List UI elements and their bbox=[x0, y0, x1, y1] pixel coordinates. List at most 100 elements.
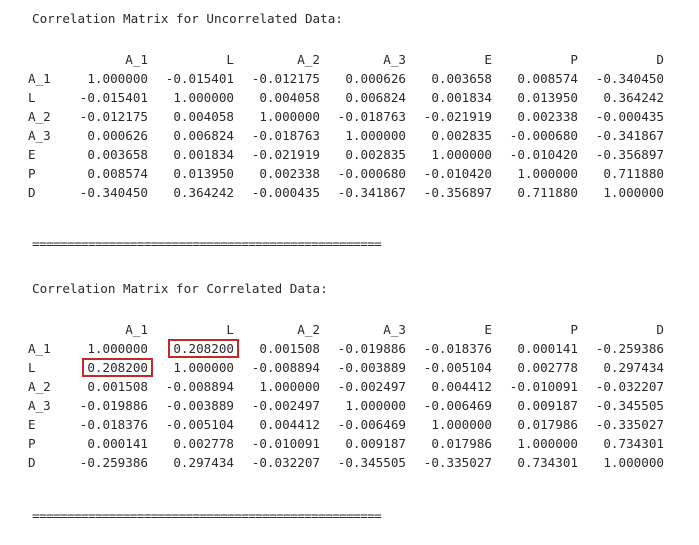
matrix-cell: 0.004058 bbox=[259, 90, 320, 105]
matrix-cell: -0.008894 bbox=[165, 379, 234, 394]
matrix-cell: 1.000000 bbox=[259, 379, 320, 394]
matrix-cell: 1.000000 bbox=[603, 455, 664, 470]
matrix-cell: 0.002835 bbox=[345, 147, 406, 162]
column-header-row: A_1 L A_2 A_3 E P D bbox=[28, 320, 664, 339]
matrix-row: P 0.008574 0.013950 0.002338 -0.000680 -0.010… bbox=[28, 164, 664, 183]
matrix-cell: -0.345505 bbox=[337, 455, 406, 470]
row-label: L bbox=[28, 90, 36, 105]
separator-line: ========================================… bbox=[32, 508, 382, 523]
matrix-cell: -0.012175 bbox=[79, 109, 148, 124]
matrix-cell: 1.000000 bbox=[87, 341, 148, 356]
matrix-cell: -0.019886 bbox=[337, 341, 406, 356]
matrix-cell: -0.335027 bbox=[423, 455, 492, 470]
matrix-cell: 0.004412 bbox=[259, 417, 320, 432]
matrix-cell: 1.000000 bbox=[345, 398, 406, 413]
matrix-cell: 0.004058 bbox=[173, 109, 234, 124]
matrix-row: E 0.003658 0.001834 -0.021919 0.002835 1.0000… bbox=[28, 145, 664, 164]
row-label: P bbox=[28, 166, 36, 181]
row-label: D bbox=[28, 455, 36, 470]
column-header: P bbox=[570, 322, 578, 337]
matrix-cell: 1.000000 bbox=[517, 436, 578, 451]
correlated-matrix-table: A_1 L A_2 A_3 E P D A_1 1.000000 0.208200 0.00150… bbox=[28, 320, 664, 472]
matrix-cell: 0.001508 bbox=[259, 341, 320, 356]
column-header: A_2 bbox=[297, 322, 320, 337]
matrix-cell: 0.006824 bbox=[173, 128, 234, 143]
matrix-row: L 0.208200 1.000000 -0.008894 -0.003889 -0.00… bbox=[28, 358, 664, 377]
corner-cell bbox=[28, 320, 62, 339]
matrix-cell: -0.340450 bbox=[79, 185, 148, 200]
matrix-cell: -0.015401 bbox=[79, 90, 148, 105]
matrix-cell: -0.006469 bbox=[423, 398, 492, 413]
correlated-matrix-title: Correlation Matrix for Correlated Data: bbox=[32, 281, 328, 296]
matrix-cell: 0.000626 bbox=[345, 71, 406, 86]
matrix-cell: 0.008574 bbox=[517, 71, 578, 86]
matrix-cell: -0.000435 bbox=[595, 109, 664, 124]
matrix-cell: -0.021919 bbox=[251, 147, 320, 162]
matrix-cell: 0.017986 bbox=[431, 436, 492, 451]
column-header: L bbox=[226, 322, 234, 337]
row-label: E bbox=[28, 147, 36, 162]
matrix-cell: -0.019886 bbox=[79, 398, 148, 413]
matrix-cell: -0.012175 bbox=[251, 71, 320, 86]
matrix-cell: -0.032207 bbox=[251, 455, 320, 470]
matrix-cell: -0.003889 bbox=[337, 360, 406, 375]
column-header: A_3 bbox=[383, 322, 406, 337]
matrix-cell: 0.002338 bbox=[259, 166, 320, 181]
column-header: D bbox=[656, 322, 664, 337]
matrix-row: E -0.018376 -0.005104 0.004412 -0.006469 1.00… bbox=[28, 415, 664, 434]
matrix-cell: 0.001834 bbox=[431, 90, 492, 105]
column-header: E bbox=[484, 52, 492, 67]
matrix-cell: 0.000141 bbox=[517, 341, 578, 356]
matrix-cell: -0.018376 bbox=[423, 341, 492, 356]
column-header: D bbox=[656, 52, 664, 67]
matrix-cell: -0.340450 bbox=[595, 71, 664, 86]
highlight-box: 0.208200 bbox=[82, 358, 153, 377]
matrix-cell: -0.341867 bbox=[595, 128, 664, 143]
matrix-cell: 0.002778 bbox=[517, 360, 578, 375]
matrix-cell: 0.001508 bbox=[87, 379, 148, 394]
highlight-box: 0.208200 bbox=[168, 339, 239, 358]
matrix-row: D -0.259386 0.297434 -0.032207 -0.345505 -0.3… bbox=[28, 453, 664, 472]
matrix-cell: -0.015401 bbox=[165, 71, 234, 86]
matrix-cell: 1.000000 bbox=[173, 360, 234, 375]
matrix-cell: 1.000000 bbox=[517, 166, 578, 181]
matrix-cell: -0.005104 bbox=[423, 360, 492, 375]
matrix-cell: 0.004412 bbox=[431, 379, 492, 394]
matrix-cell: 0.002778 bbox=[173, 436, 234, 451]
matrix-cell: -0.018763 bbox=[337, 109, 406, 124]
matrix-cell: -0.000680 bbox=[337, 166, 406, 181]
row-label: A_3 bbox=[28, 398, 51, 413]
matrix-cell: 0.297434 bbox=[173, 455, 234, 470]
uncorrelated-matrix-title: Correlation Matrix for Uncorrelated Data… bbox=[32, 11, 343, 26]
matrix-row: A_2 -0.012175 0.004058 1.000000 -0.018763 -0.… bbox=[28, 107, 664, 126]
row-label: A_1 bbox=[28, 341, 51, 356]
column-header-row: A_1 L A_2 A_3 E P D bbox=[28, 50, 664, 69]
matrix-row: A_2 0.001508 -0.008894 1.000000 -0.002497 0.0… bbox=[28, 377, 664, 396]
column-header: A_1 bbox=[125, 52, 148, 67]
column-header: A_2 bbox=[297, 52, 320, 67]
column-header: L bbox=[226, 52, 234, 67]
matrix-cell: -0.000435 bbox=[251, 185, 320, 200]
matrix-cell: 1.000000 bbox=[431, 147, 492, 162]
corner-cell bbox=[28, 50, 62, 69]
row-label: A_1 bbox=[28, 71, 51, 86]
matrix-cell: 0.711880 bbox=[603, 166, 664, 181]
matrix-cell: 1.000000 bbox=[259, 109, 320, 124]
matrix-cell: 0.364242 bbox=[603, 90, 664, 105]
row-label: L bbox=[28, 360, 36, 375]
matrix-cell: 0.003658 bbox=[87, 147, 148, 162]
separator-line: ========================================… bbox=[32, 236, 382, 251]
matrix-cell: -0.018763 bbox=[251, 128, 320, 143]
matrix-cell: 1.000000 bbox=[431, 417, 492, 432]
matrix-cell: 0.001834 bbox=[173, 147, 234, 162]
row-label: A_3 bbox=[28, 128, 51, 143]
matrix-row: A_1 1.000000 0.208200 0.001508 -0.019886 -0.0… bbox=[28, 339, 664, 358]
matrix-cell: -0.018376 bbox=[79, 417, 148, 432]
row-label: D bbox=[28, 185, 36, 200]
column-header: E bbox=[484, 322, 492, 337]
matrix-cell: 0.003658 bbox=[431, 71, 492, 86]
matrix-cell: 0.002835 bbox=[431, 128, 492, 143]
matrix-row: A_1 1.000000 -0.015401 -0.012175 0.000626 0.0… bbox=[28, 69, 664, 88]
matrix-row: A_3 0.000626 0.006824 -0.018763 1.000000 0.00… bbox=[28, 126, 664, 145]
uncorrelated-matrix-table: A_1 L A_2 A_3 E P D A_1 1.000000 -0.015401 -0.012… bbox=[28, 50, 664, 202]
